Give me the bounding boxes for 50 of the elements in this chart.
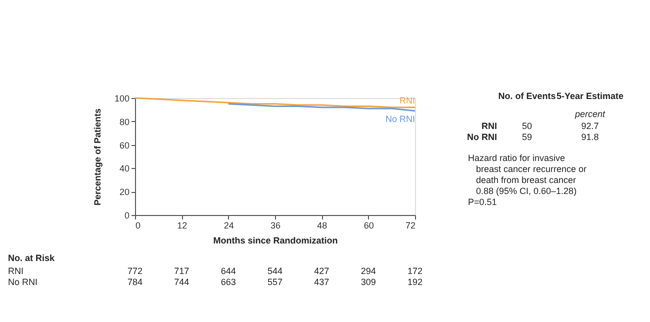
y-tick-label: 100 [114, 94, 130, 104]
x-axis-title: Months since Randomization [213, 236, 338, 246]
x-tick-label: 60 [364, 220, 374, 230]
text: 557 [267, 277, 283, 287]
text: No RNI [8, 277, 38, 287]
text: No. of Events [498, 91, 556, 101]
text: Hazard ratio for invasive [468, 153, 566, 163]
text: 644 [220, 266, 236, 276]
text: breast cancer recurrence or [476, 164, 587, 174]
text: 91.8 [581, 132, 599, 142]
series-label: No RNI [385, 114, 415, 124]
text: No RNI [467, 132, 497, 142]
x-tick-label: 24 [224, 220, 234, 230]
text: RNI [482, 121, 497, 131]
text: 294 [360, 266, 376, 276]
text: No. at Risk [8, 253, 56, 263]
text: 50 [522, 121, 532, 131]
y-tick-label: 20 [119, 187, 130, 198]
x-tick-label: 0 [136, 220, 141, 230]
text: percent [574, 109, 606, 119]
x-tick-label: 12 [177, 220, 188, 230]
y-tick-label: 40 [119, 164, 130, 174]
text: 427 [314, 266, 330, 276]
x-tick-label: 72 [405, 220, 416, 230]
text: RNI [8, 266, 24, 276]
x-tick-label: 36 [270, 220, 281, 230]
text: 0.88 (95% CI, 0.60–1.28) [476, 186, 577, 196]
series-label: RNI [400, 95, 415, 106]
text: 772 [127, 266, 143, 276]
text: 309 [360, 277, 376, 287]
text: 172 [407, 266, 423, 276]
y-tick-label: 80 [119, 116, 130, 127]
text: 663 [220, 277, 236, 287]
x-tick-label: 48 [317, 220, 328, 230]
text: 59 [522, 132, 532, 142]
line-series [228, 103, 416, 112]
text: 744 [174, 277, 190, 287]
text: 784 [127, 277, 143, 287]
text: 5-Year Estimate [556, 91, 624, 101]
line-series [134, 97, 416, 108]
text: 192 [407, 277, 423, 287]
text: 92.7 [581, 121, 599, 131]
text: 437 [314, 277, 330, 287]
y-tick-label: 0 [124, 210, 130, 220]
text: 544 [267, 266, 283, 276]
text: P=0.51 [468, 197, 497, 207]
text: death from breast cancer [476, 175, 576, 185]
y-tick-label: 60 [119, 140, 130, 150]
y-axis-title: Percentage of Patients [92, 108, 102, 206]
text: 717 [174, 266, 190, 276]
